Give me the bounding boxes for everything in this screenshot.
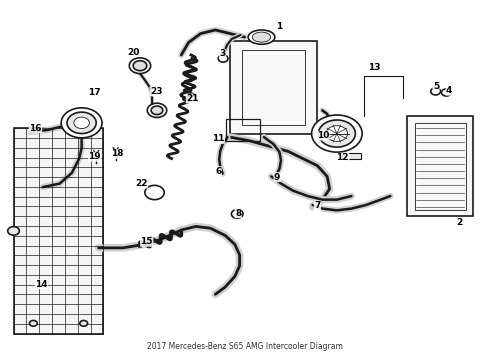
Circle shape [67, 112, 96, 134]
Text: 4: 4 [445, 86, 451, 95]
Text: 11: 11 [212, 134, 224, 143]
Text: 8: 8 [235, 209, 241, 218]
Text: 6: 6 [215, 167, 221, 176]
Circle shape [8, 226, 20, 235]
Text: 19: 19 [88, 152, 101, 161]
Circle shape [74, 117, 89, 129]
Circle shape [133, 61, 146, 71]
Circle shape [80, 320, 87, 326]
Circle shape [218, 55, 227, 62]
Text: 15: 15 [140, 237, 153, 246]
Text: 18: 18 [111, 149, 123, 158]
FancyBboxPatch shape [407, 116, 472, 216]
FancyBboxPatch shape [341, 153, 361, 159]
Text: 10: 10 [316, 131, 328, 140]
Text: 7: 7 [314, 201, 320, 210]
Circle shape [318, 120, 355, 147]
Text: 21: 21 [186, 94, 198, 103]
Text: 2017 Mercedes-Benz S65 AMG Intercooler Diagram: 2017 Mercedes-Benz S65 AMG Intercooler D… [146, 342, 342, 351]
Text: 16: 16 [29, 124, 41, 133]
Text: 3: 3 [219, 49, 225, 58]
Circle shape [144, 185, 164, 200]
Circle shape [430, 88, 440, 95]
Text: 2: 2 [455, 219, 462, 228]
Circle shape [29, 320, 37, 326]
Text: 17: 17 [88, 88, 101, 97]
Circle shape [231, 210, 243, 218]
Text: 9: 9 [273, 173, 280, 182]
FancyBboxPatch shape [229, 41, 317, 134]
Circle shape [311, 115, 362, 152]
Ellipse shape [252, 32, 270, 42]
Ellipse shape [247, 30, 274, 44]
Circle shape [325, 126, 347, 141]
Bar [14, 128, 103, 334]
Circle shape [441, 89, 450, 96]
Text: 22: 22 [135, 179, 147, 188]
Text: 14: 14 [35, 280, 47, 289]
Circle shape [151, 106, 163, 114]
Text: 13: 13 [367, 63, 380, 72]
Circle shape [129, 58, 150, 73]
Text: 5: 5 [432, 82, 438, 91]
Text: 12: 12 [336, 153, 348, 162]
Circle shape [147, 103, 166, 117]
Text: 20: 20 [127, 48, 140, 57]
Text: 23: 23 [149, 87, 162, 96]
Text: 1: 1 [275, 22, 282, 31]
Circle shape [61, 108, 102, 138]
